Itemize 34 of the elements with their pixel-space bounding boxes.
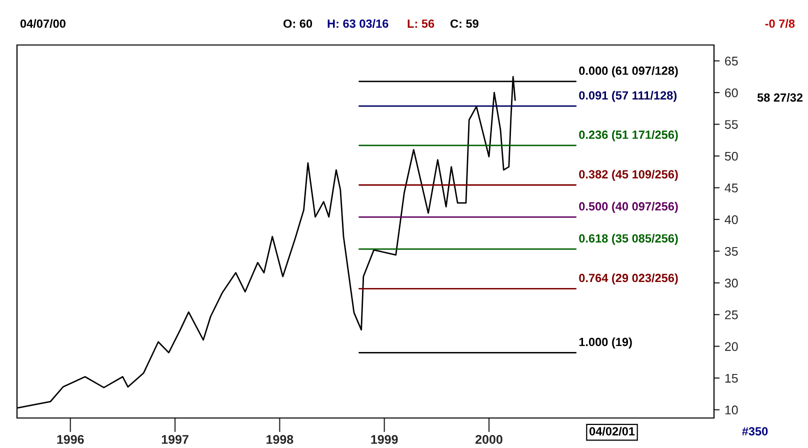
y-tick-label: 20 xyxy=(725,342,738,351)
y-tick-label: 55 xyxy=(724,120,738,129)
x-tick-label: 1997 xyxy=(162,434,188,444)
series-label: 0.382 (45 109/256) xyxy=(579,170,678,181)
text: 58 27/32 xyxy=(757,93,803,102)
text: L: 56 xyxy=(408,19,434,28)
y-tick-label: 15 xyxy=(725,374,738,383)
text: #350 xyxy=(742,427,768,436)
series-label: 0.000 (61 097/128) xyxy=(579,66,678,78)
x-tick-label: 1999 xyxy=(371,434,398,444)
y-tick-label: 50 xyxy=(724,152,738,161)
series-label: 0.236 (51 171/256) xyxy=(579,130,678,142)
y-tick-label: 25 xyxy=(725,310,738,320)
x-tick-label: 2000 xyxy=(476,434,502,444)
series-label: 0.500 (40 097/256) xyxy=(579,202,678,213)
series-label: 0.764 (29 023/256) xyxy=(579,273,678,284)
series-label: 1.000 (19) xyxy=(579,337,632,348)
y-tick-label: 35 xyxy=(724,246,738,256)
y-tick-label: 45 xyxy=(724,184,738,192)
series-label: 0.091 (57 111/128) xyxy=(579,90,677,102)
text: -0 7/8 xyxy=(765,19,795,28)
y-tick-label: 10 xyxy=(725,406,738,414)
y-tick-label: 40 xyxy=(724,215,738,224)
x-tick-label: 1996 xyxy=(57,434,84,444)
text: O: 60 xyxy=(283,19,312,28)
y-tick-label: 65 xyxy=(725,56,738,66)
text: C: 59 xyxy=(450,19,478,28)
y-tick-label: 60 xyxy=(725,88,738,98)
text: 04/02/01 xyxy=(589,426,635,436)
series-label: 0.618 (35 085/256) xyxy=(579,234,678,245)
text: 04/07/00 xyxy=(20,19,66,28)
y-tick-label: 30 xyxy=(724,278,738,288)
x-tick-label: 1998 xyxy=(266,434,294,444)
text: H: 63 03/16 xyxy=(328,19,388,28)
